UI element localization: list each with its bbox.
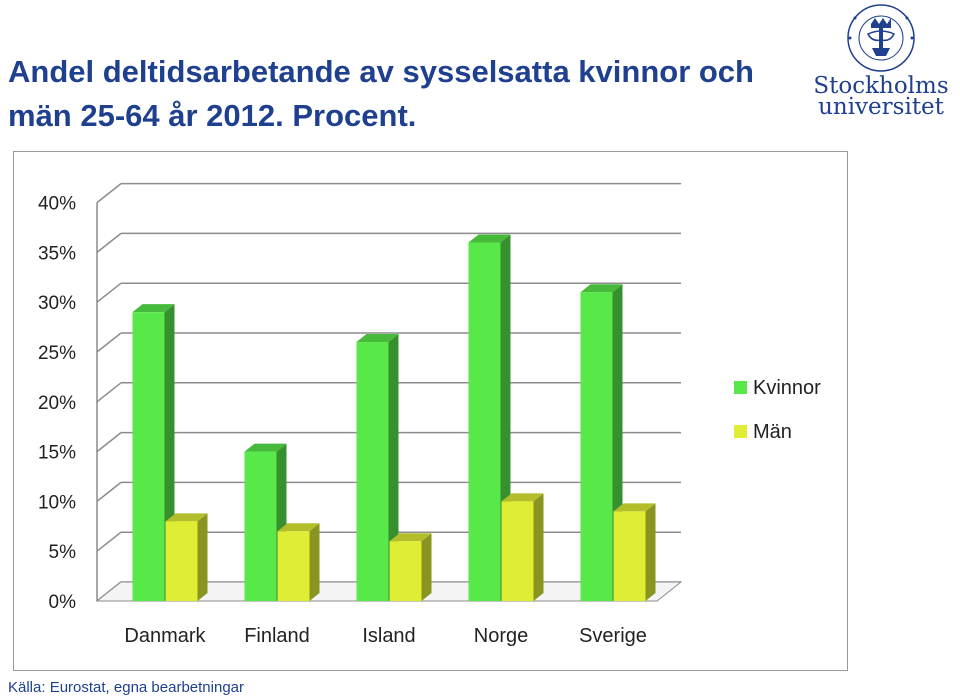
university-logo: Stockholms universitet [806,4,956,126]
bar-side [645,503,656,601]
bar [389,541,422,601]
y-tick-label: 5% [49,542,77,563]
bar-top [613,503,656,512]
bar-top [132,304,175,313]
bar [356,342,389,601]
bar [468,242,501,601]
bar [580,292,613,601]
bar [277,531,310,601]
y-tick-label: 0% [49,592,77,613]
legend-label: Kvinnor [753,377,821,399]
bar-side [388,334,399,601]
gridline-depth [96,332,122,353]
y-tick-label: 35% [38,243,76,264]
bar-top [389,533,432,542]
bar [501,501,534,601]
y-tick-label: 20% [38,393,76,414]
bar [244,451,277,601]
university-name-line1: Stockholms [813,73,949,99]
bar-side [421,533,432,601]
source-note: Källa: Eurostat, egna bearbetningar [8,679,244,696]
university-name: Stockholms universitet [806,73,956,120]
bar [165,521,198,601]
bar-side [533,493,544,601]
gridline-depth [96,232,122,253]
x-tick-label: Danmark [124,625,206,647]
bar-top [165,513,208,522]
y-tick-label: 25% [38,343,76,364]
page-title: Andel deltidsarbetande av sysselsatta kv… [8,54,754,133]
legend-swatch [734,425,747,438]
y-tick-label: 40% [38,194,76,215]
gridline-depth [96,432,122,453]
gridline-depth [96,183,122,204]
chart-area: 0% 5% 10% 15% 20% 25% 30% 35% 40% Danmark Finland I… [13,151,848,671]
gridline-depth [96,282,122,303]
x-tick-label: Finland [244,625,310,647]
legend-label: Män [753,421,792,443]
bar-chart: 0% 5% 10% 15% 20% 25% 30% 35% 40% Danmark Finland I… [38,182,821,647]
x-tick-label: Sverige [579,625,647,647]
y-tick-label: 15% [38,443,76,464]
legend-swatch [734,381,747,394]
gridline-depth [96,382,122,403]
university-name-line2: universitet [818,94,944,120]
gridline-depth [96,481,122,502]
y-tick-label: 10% [38,492,76,513]
university-seal-icon [847,4,915,72]
bar-top [468,234,511,243]
x-tick-label: Island [362,625,415,647]
bar-top [277,523,320,532]
bar [132,312,165,601]
bar-side [197,513,208,601]
bar-top [501,493,544,502]
x-tick-label: Norge [474,625,528,647]
bar-top [580,284,623,293]
bar-top [244,443,287,452]
gridline-depth [96,531,122,552]
y-tick-label: 30% [38,293,76,314]
bar-top [356,334,399,343]
bar-side [309,523,320,601]
bar [613,511,646,601]
